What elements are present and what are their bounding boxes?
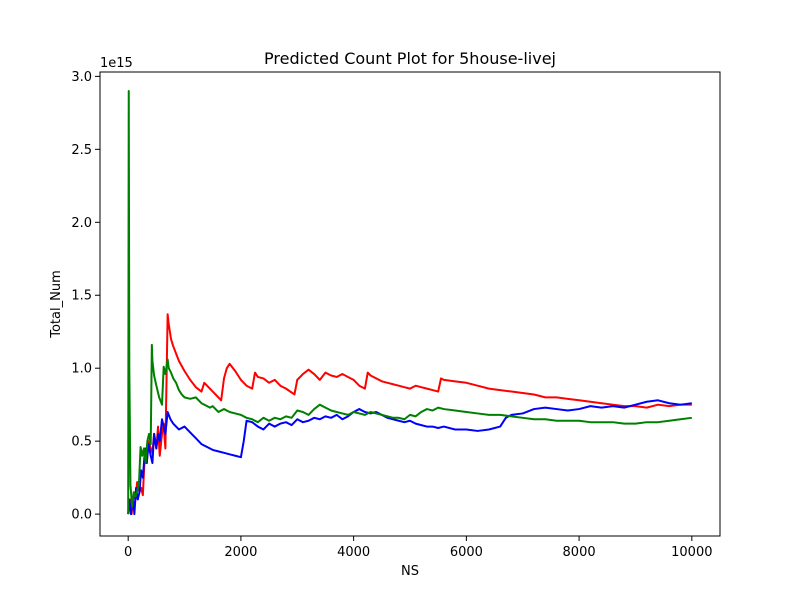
x-tick-label: 4000 bbox=[337, 545, 370, 560]
y-axis-label: Total_Num bbox=[49, 270, 64, 339]
y-axis: 0.0 0.5 1.0 1.5 2.0 2.5 3.0 bbox=[71, 70, 100, 523]
x-axis: 0 2000 4000 6000 8000 10000 bbox=[124, 536, 712, 560]
x-tick-label: 10000 bbox=[671, 545, 712, 560]
chart-title: Predicted Count Plot for 5house-livej bbox=[264, 49, 556, 68]
x-tick-label: 6000 bbox=[450, 545, 483, 560]
y-tick-label: 2.0 bbox=[71, 216, 92, 231]
y-tick-label: 0.5 bbox=[71, 435, 92, 450]
series-line-2 bbox=[127, 399, 692, 516]
x-axis-label: NS bbox=[401, 564, 419, 579]
series-line-1 bbox=[127, 313, 692, 516]
y-tick-label: 1.0 bbox=[71, 362, 92, 377]
x-tick-label: 8000 bbox=[563, 545, 596, 560]
y-offset-label: 1e15 bbox=[100, 56, 133, 71]
plot-area bbox=[127, 89, 692, 516]
series-line-3 bbox=[127, 89, 692, 515]
x-tick-label: 0 bbox=[124, 545, 132, 560]
y-tick-label: 3.0 bbox=[71, 70, 92, 85]
y-tick-label: 1.5 bbox=[71, 289, 92, 304]
x-tick-label: 2000 bbox=[224, 545, 257, 560]
y-tick-label: 0.0 bbox=[71, 508, 92, 523]
series-group bbox=[127, 89, 692, 516]
y-tick-label: 2.5 bbox=[71, 143, 92, 158]
plot-frame bbox=[99, 71, 721, 537]
